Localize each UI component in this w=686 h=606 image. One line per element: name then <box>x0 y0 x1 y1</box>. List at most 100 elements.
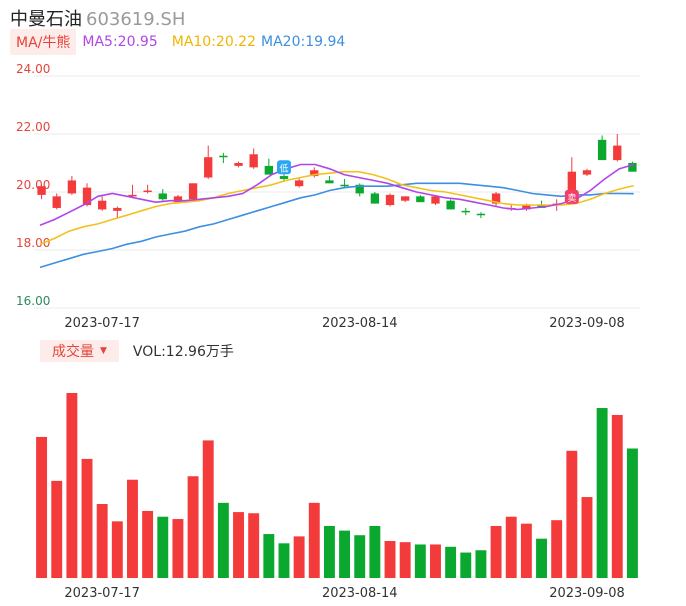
candle-body <box>279 176 289 179</box>
volume-indicator-dropdown[interactable]: 成交量 ▼ <box>40 340 119 362</box>
stock-name: 中曼石油 <box>10 9 82 30</box>
candle-body <box>98 200 107 210</box>
volume-bar <box>339 530 351 578</box>
candle-body <box>52 196 61 208</box>
marker-label: 低 <box>279 162 288 174</box>
volume-bar <box>96 504 108 578</box>
volume-bar <box>127 479 138 578</box>
candle-body <box>613 145 622 161</box>
volume-bar <box>51 480 63 578</box>
volume-bar <box>248 513 260 578</box>
volume-x-tick-label: 2023-09-08 <box>549 586 625 601</box>
y-tick-label: 18.00 <box>16 236 50 250</box>
ma5-line <box>39 163 634 227</box>
volume-bar <box>308 502 320 578</box>
candle-body <box>143 190 152 193</box>
candle-body <box>128 194 137 197</box>
volume-bar <box>384 541 396 578</box>
candle-body <box>234 163 243 166</box>
candle-body <box>188 183 198 200</box>
candle-body <box>567 171 576 192</box>
volume-bar <box>596 408 608 578</box>
volume-bar <box>566 450 578 578</box>
candle-body <box>340 184 349 187</box>
candle-body <box>113 207 122 211</box>
candle-body <box>82 187 92 206</box>
candle-body <box>355 184 364 194</box>
indicator-selector-button[interactable]: MA/牛熊 <box>10 29 77 55</box>
candle-body <box>431 196 440 204</box>
volume-bar <box>142 510 154 578</box>
y-tick-label: 16.00 <box>16 294 50 308</box>
volume-bar <box>581 497 593 578</box>
candle-body <box>491 193 501 204</box>
volume-value: VOL:12.96万手 <box>132 344 234 360</box>
volume-bar <box>263 534 275 578</box>
volume-bar <box>217 502 229 578</box>
x-tick-label: 2023-08-14 <box>322 316 398 331</box>
candle-body <box>219 155 228 158</box>
volume-bar <box>520 523 532 578</box>
candle-body <box>67 180 77 194</box>
volume-bar <box>157 516 169 578</box>
candle-body <box>522 205 531 210</box>
volume-bar <box>611 414 623 578</box>
candle-body <box>416 196 425 203</box>
y-tick-label: 24.00 <box>16 62 50 76</box>
volume-bar <box>81 458 93 578</box>
candle-body <box>628 163 637 172</box>
candle-body <box>310 170 319 177</box>
candle-body <box>476 213 486 216</box>
x-tick-label: 2023-09-08 <box>549 316 625 331</box>
candle-body <box>597 139 607 161</box>
volume-bar <box>551 520 563 578</box>
volume-bar <box>172 519 184 578</box>
candle-body <box>582 170 592 175</box>
candle-body <box>37 186 46 195</box>
x-tick-label: 2023-07-17 <box>64 316 140 331</box>
volume-bar <box>369 525 381 578</box>
volume-bar <box>626 448 638 578</box>
volume-bar <box>505 516 517 578</box>
volume-x-tick-label: 2023-07-17 <box>64 586 140 601</box>
volume-bar <box>66 393 78 578</box>
volume-bar <box>202 440 214 578</box>
volume-bar <box>430 544 441 578</box>
volume-bar <box>460 552 472 578</box>
ma10-value: MA10:20.22 <box>171 34 257 50</box>
ma20-value: MA20:19.94 <box>261 34 346 50</box>
stock-title: 中曼石油 603619.SH <box>10 5 185 31</box>
ma5-value: MA5:20.95 <box>82 34 158 50</box>
volume-bar <box>475 550 487 578</box>
volume-tag-label: 成交量 <box>52 344 94 360</box>
volume-bar <box>323 525 335 578</box>
triangle-down-icon: ▼ <box>100 346 107 356</box>
volume-bar <box>278 543 290 578</box>
ma20-line <box>39 182 634 269</box>
candle-body <box>264 165 273 175</box>
candle-body <box>249 154 258 168</box>
volume-bar <box>399 542 411 578</box>
volume-bar <box>354 535 366 578</box>
candle-body <box>204 157 213 178</box>
volume-bar <box>293 536 305 578</box>
sell-badge-icon <box>564 189 579 204</box>
volume-bar <box>111 521 123 578</box>
volume-bar <box>445 546 457 578</box>
volume-bar <box>187 476 199 578</box>
volume-bar <box>233 512 244 578</box>
volume-bar <box>414 544 426 578</box>
ma-legend: MA/牛熊 MA5:20.95 MA10:20.22 MA20:19.94 <box>10 29 346 55</box>
candle-body <box>401 196 410 201</box>
volume-x-tick-label: 2023-08-14 <box>322 586 398 601</box>
candle-body <box>385 194 395 206</box>
candle-body <box>370 193 380 204</box>
candle-body <box>461 210 470 213</box>
stock-code: 603619.SH <box>86 9 186 30</box>
volume-bar <box>36 436 48 578</box>
volume-legend: 成交量 ▼ VOL:12.96万手 <box>40 340 234 362</box>
candle-body <box>446 200 455 210</box>
candle-body <box>173 196 183 203</box>
